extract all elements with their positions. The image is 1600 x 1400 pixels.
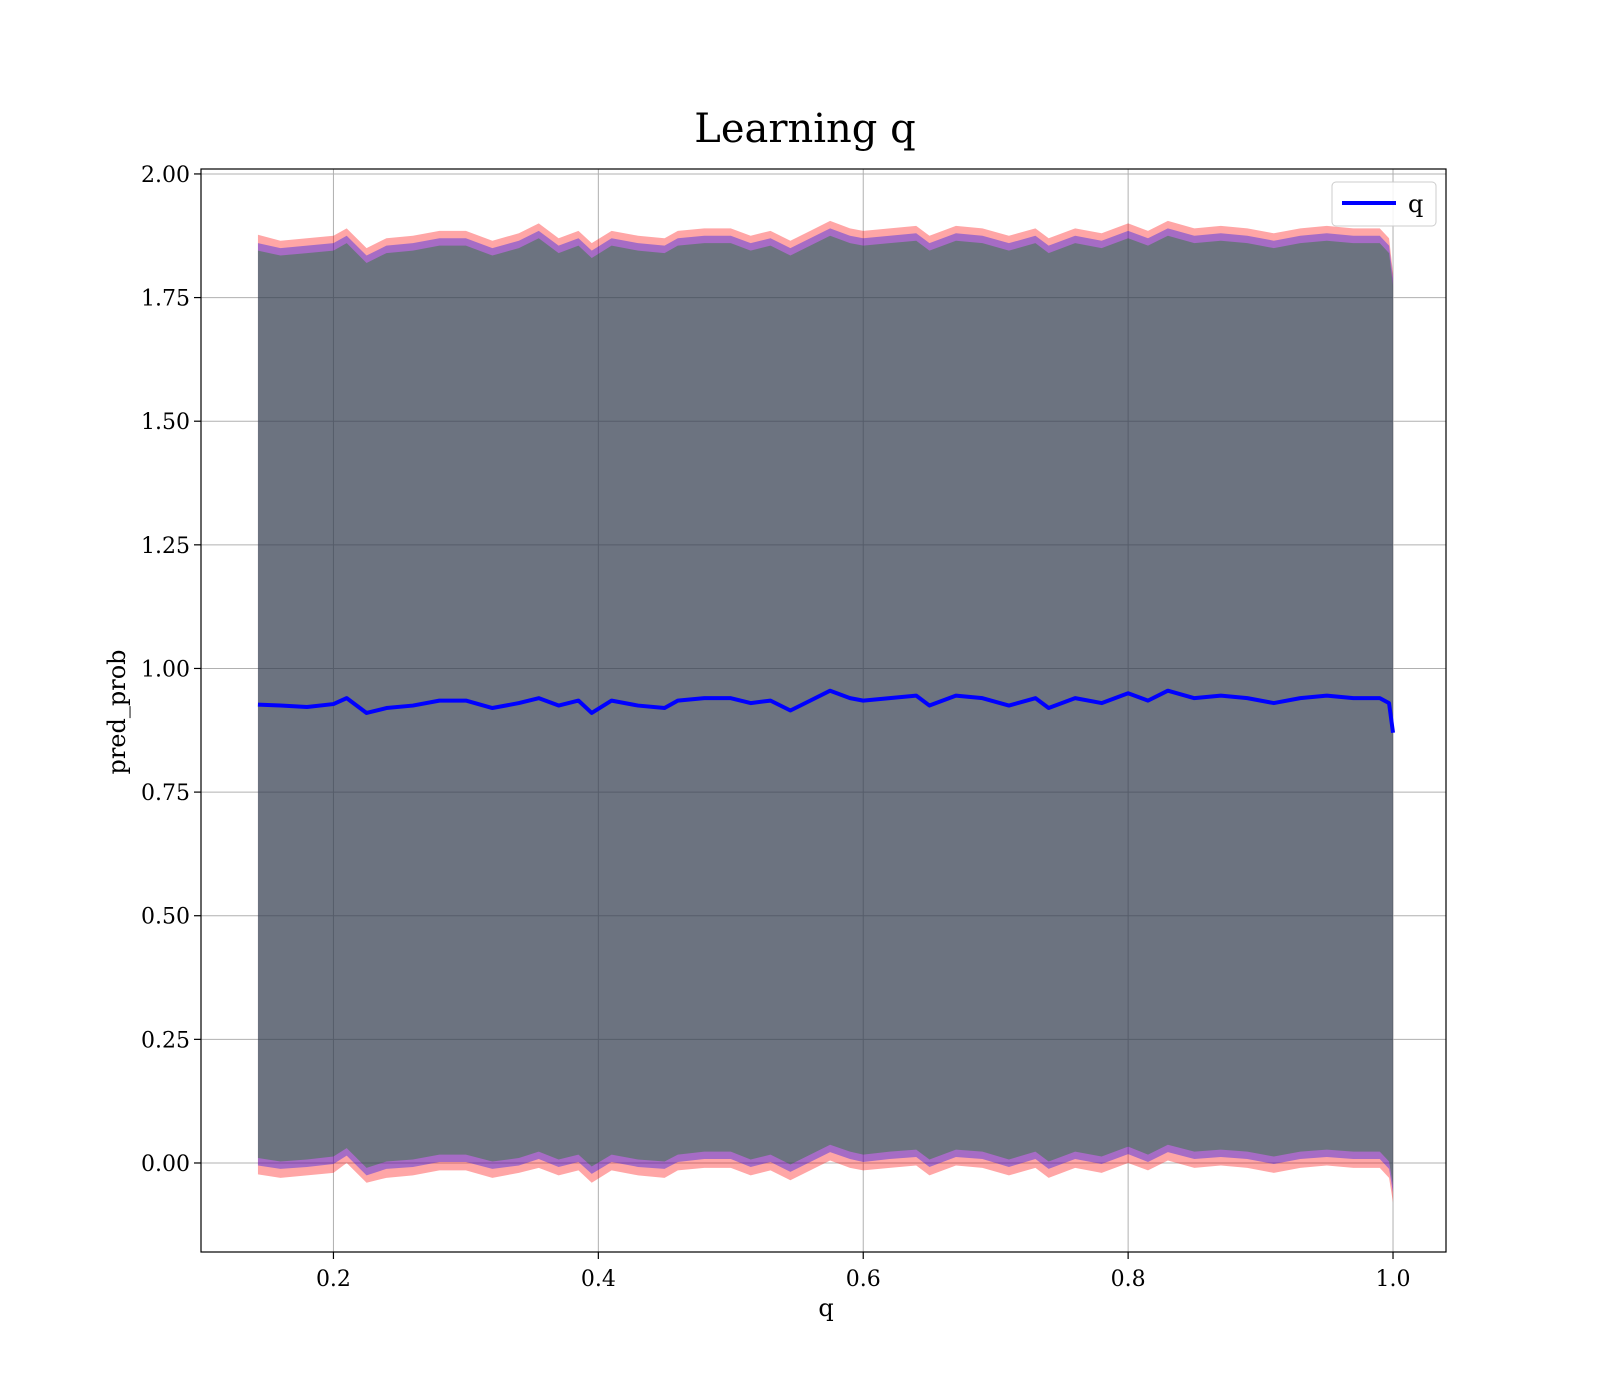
y-axis-label: pred_prob	[103, 649, 131, 774]
x-tick-label-3: 0.8	[1111, 1267, 1146, 1292]
y-tick-label-2: 0.50	[141, 905, 190, 930]
series-lines	[257, 688, 1396, 734]
y-tick-label-6: 1.50	[141, 410, 190, 435]
x-axis-ticks: 0.2 0.4 0.6 0.8 1.0	[316, 1252, 1411, 1292]
y-tick-label-5: 1.25	[141, 534, 190, 559]
confidence-band-2	[257, 235, 1394, 1186]
y-tick-label-4: 1.00	[141, 657, 190, 682]
grid	[201, 169, 1446, 1252]
y-tick-label-7: 1.75	[141, 287, 190, 312]
confidence-band-0	[257, 220, 1394, 1203]
chart-title: Learning q	[694, 106, 915, 152]
legend: q	[1331, 181, 1437, 227]
y-tick-label-8: 2.00	[141, 163, 190, 188]
y-axis-ticks: 0.00 0.25 0.50 0.75 1.00 1.25 1.50 1.75 2.00	[141, 163, 201, 1177]
x-tick-label-1: 0.4	[581, 1267, 616, 1292]
x-tick-label-0: 0.2	[316, 1267, 351, 1292]
series-line-q	[257, 688, 1396, 734]
confidence-band-1	[257, 228, 1394, 1193]
y-tick-label-1: 0.25	[141, 1028, 190, 1053]
plot-frame	[200, 168, 1447, 1253]
y-tick-label-0: 0.00	[141, 1152, 190, 1177]
x-tick-label-2: 0.6	[846, 1267, 881, 1292]
legend-label-q: q	[1408, 190, 1423, 218]
x-axis-label: q	[818, 1294, 833, 1322]
y-tick-label-3: 0.75	[141, 781, 190, 806]
x-tick-label-4: 1.0	[1376, 1267, 1411, 1292]
confidence-bands	[257, 220, 1394, 1203]
